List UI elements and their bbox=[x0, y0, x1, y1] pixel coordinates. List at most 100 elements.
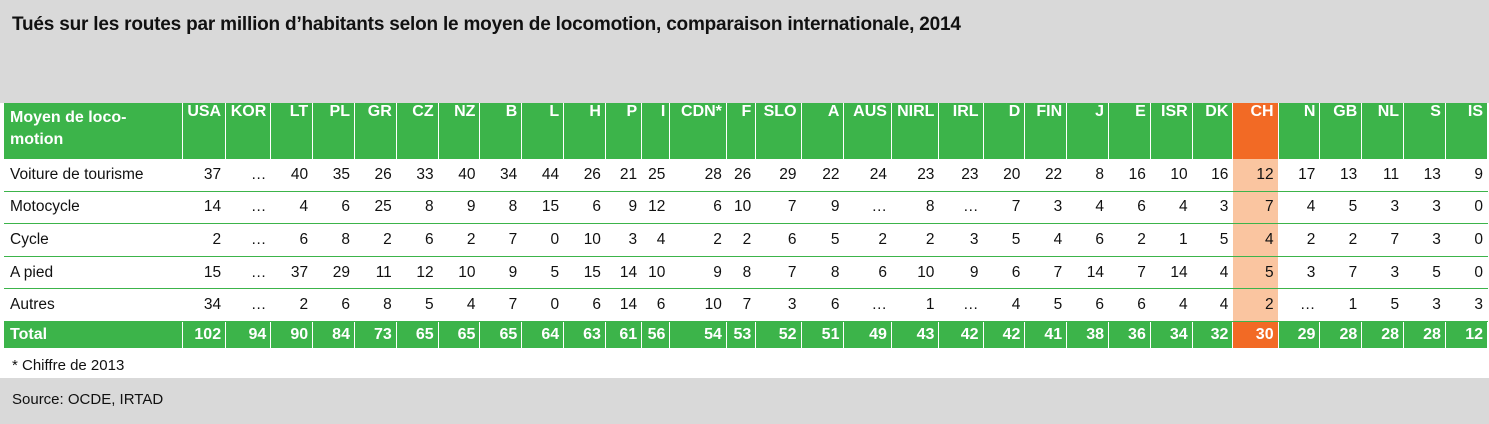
column-header: ISR bbox=[1150, 103, 1193, 159]
total-cell: 28 bbox=[1319, 321, 1363, 348]
table-cell: 16 bbox=[1192, 159, 1234, 192]
column-header: D bbox=[983, 103, 1026, 159]
table-cell: 2 bbox=[1232, 288, 1279, 322]
column-header: USA bbox=[182, 103, 227, 159]
table-cell: 2 bbox=[726, 223, 757, 257]
table-cell: 37 bbox=[270, 256, 314, 290]
table-cell: 6 bbox=[563, 191, 606, 225]
total-cell: 42 bbox=[938, 321, 984, 348]
table-cell: 5 bbox=[1192, 223, 1234, 257]
title-bar: Tués sur les routes par million d’habita… bbox=[0, 0, 1489, 103]
table-cell: 8 bbox=[396, 191, 439, 225]
table-cell: 4 bbox=[1066, 191, 1110, 225]
table-cell: 9 bbox=[938, 256, 984, 290]
table-cell: 26 bbox=[726, 159, 757, 192]
source-bar: Source: OCDE, IRTAD bbox=[0, 378, 1489, 424]
table-cell: 8 bbox=[801, 256, 845, 290]
table-cell: 0 bbox=[1445, 256, 1489, 290]
table-cell: 3 bbox=[938, 223, 984, 257]
table-cell: 10 bbox=[563, 223, 606, 257]
column-header: NIRL bbox=[891, 103, 940, 159]
table-cell: 22 bbox=[801, 159, 845, 192]
table-cell: 8 bbox=[726, 256, 757, 290]
column-header: CH bbox=[1232, 103, 1279, 159]
table-cell: 7 bbox=[983, 191, 1026, 225]
total-cell: 12 bbox=[1445, 321, 1489, 348]
column-header: IS bbox=[1445, 103, 1489, 159]
table-cell: 25 bbox=[641, 159, 671, 192]
table-cell: 7 bbox=[755, 256, 802, 290]
table-cell: 8 bbox=[479, 191, 523, 225]
table-cell: 2 bbox=[1319, 223, 1363, 257]
table-cell: 10 bbox=[669, 288, 727, 322]
total-cell: 38 bbox=[1066, 321, 1110, 348]
table-row: A pied 15… 37 29 11 12 10 9 5 15 14 10 9 8 7 8 6 10 9 6 7 14 7… bbox=[4, 256, 1489, 290]
table-cell: 4 bbox=[270, 191, 314, 225]
total-cell: 43 bbox=[891, 321, 940, 348]
table-cell: 2 bbox=[891, 223, 940, 257]
table-cell: 20 bbox=[983, 159, 1026, 192]
column-header: E bbox=[1108, 103, 1151, 159]
total-cell: 36 bbox=[1108, 321, 1151, 348]
table-cell: 14 bbox=[182, 191, 227, 225]
table-cell: 44 bbox=[521, 159, 565, 192]
total-cell: 34 bbox=[1150, 321, 1193, 348]
table-cell: 12 bbox=[396, 256, 439, 290]
table-cell: 14 bbox=[1066, 256, 1110, 290]
total-cell: 56 bbox=[641, 321, 671, 348]
table-cell: 35 bbox=[312, 159, 355, 192]
column-header: IRL bbox=[938, 103, 984, 159]
column-header: A bbox=[801, 103, 845, 159]
table-cell: 26 bbox=[354, 159, 397, 192]
column-header: J bbox=[1066, 103, 1110, 159]
column-header: CDN* bbox=[669, 103, 727, 159]
table-cell: 9 bbox=[438, 191, 481, 225]
total-cell: 28 bbox=[1361, 321, 1405, 348]
table-cell: 6 bbox=[983, 256, 1026, 290]
table-cell: 3 bbox=[1403, 191, 1446, 225]
table-cell: 26 bbox=[563, 159, 606, 192]
column-header: F bbox=[726, 103, 757, 159]
table-cell: 12 bbox=[1232, 159, 1279, 192]
table-cell: 8 bbox=[354, 288, 397, 322]
table-cell: 7 bbox=[1108, 256, 1151, 290]
total-cell: 53 bbox=[726, 321, 757, 348]
table-cell: 8 bbox=[1066, 159, 1110, 192]
table-cell: 1 bbox=[891, 288, 940, 322]
table-cell: 13 bbox=[1319, 159, 1363, 192]
table-cell: 10 bbox=[641, 256, 671, 290]
table-cell: 6 bbox=[1066, 288, 1110, 322]
footnote: * Chiffre de 2013 bbox=[12, 357, 125, 374]
table-cell: 6 bbox=[641, 288, 671, 322]
table-cell: 6 bbox=[270, 223, 314, 257]
table-cell: … bbox=[843, 288, 892, 322]
column-header: P bbox=[605, 103, 643, 159]
column-header: B bbox=[479, 103, 523, 159]
table-cell: 25 bbox=[354, 191, 397, 225]
column-header: FIN bbox=[1024, 103, 1068, 159]
table-cell: 6 bbox=[563, 288, 606, 322]
table-cell: 5 bbox=[1361, 288, 1405, 322]
column-header: GB bbox=[1319, 103, 1363, 159]
total-label: Total bbox=[4, 321, 184, 348]
table-cell: 5 bbox=[801, 223, 845, 257]
table-cell: 4 bbox=[641, 223, 671, 257]
table-cell: 23 bbox=[891, 159, 940, 192]
total-cell: 65 bbox=[479, 321, 523, 348]
table-cell: 3 bbox=[1445, 288, 1489, 322]
column-header: L bbox=[521, 103, 565, 159]
table-cell: 14 bbox=[1150, 256, 1193, 290]
table-cell: 33 bbox=[396, 159, 439, 192]
row-label: A pied bbox=[4, 256, 184, 290]
table-cell: 6 bbox=[1108, 288, 1151, 322]
table-cell: 3 bbox=[1361, 256, 1405, 290]
table-cell: 7 bbox=[1232, 191, 1279, 225]
table-cell: 5 bbox=[983, 223, 1026, 257]
column-header: H bbox=[563, 103, 606, 159]
table-cell: 5 bbox=[396, 288, 439, 322]
table-cell: … bbox=[843, 191, 892, 225]
table-cell: 22 bbox=[1024, 159, 1068, 192]
table-cell: 1 bbox=[1319, 288, 1363, 322]
table-cell: 34 bbox=[479, 159, 523, 192]
table-cell: 2 bbox=[1108, 223, 1151, 257]
